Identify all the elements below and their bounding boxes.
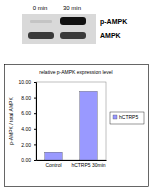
y-tick: 0.00 (21, 157, 36, 163)
annotation: AMPK (100, 32, 121, 39)
annotation: p-AMPK (100, 18, 127, 26)
bars (45, 91, 98, 160)
y-axis-title: p-AMPK / total AMPK (8, 97, 14, 145)
bar (80, 91, 98, 160)
y-tick: 4.00 (21, 126, 36, 132)
legend-label: hCTRP5 (119, 114, 138, 120)
plot-frame (36, 82, 106, 160)
y-tick-mark (34, 160, 36, 161)
blot-band (60, 32, 86, 39)
blot-band (30, 20, 52, 23)
chart-title: relative p-AMPK expression level (39, 69, 112, 75)
blot-background (22, 14, 96, 44)
y-tick: 8.00 (21, 95, 36, 101)
legend: hCTRP5 (110, 112, 144, 124)
y-tick-label: 8.00 (21, 95, 31, 101)
x-tick-label: Control (45, 162, 61, 168)
y-axis: 0.00 2.00 4.00 6.00 8.00 10.00 (18, 79, 36, 163)
annotation: 30 min (63, 5, 81, 11)
figure: 0 min 30 min p-AMPK AMPK relative p-AMPK exp… (0, 0, 152, 190)
y-tick: 6.00 (21, 110, 36, 116)
y-tick-label: 4.00 (21, 126, 31, 132)
chart-frame (5, 65, 149, 187)
y-tick: 10.00 (18, 79, 36, 85)
y-tick-label: 0.00 (21, 157, 31, 163)
bar (45, 152, 63, 160)
y-tick-label: 10.00 (18, 79, 31, 85)
y-tick-mark (34, 82, 36, 83)
y-tick-mark (34, 129, 36, 130)
blot-band (28, 32, 54, 39)
y-tick: 2.00 (21, 142, 36, 148)
y-tick-label: 2.00 (21, 142, 31, 148)
annotation: 0 min (33, 5, 48, 11)
y-tick-label: 6.00 (21, 110, 31, 116)
legend-box (110, 112, 144, 124)
x-tick: hCTRP5 30min (71, 160, 105, 168)
x-tick-label: hCTRP5 30min (71, 162, 105, 168)
y-axis-line (34, 83, 37, 161)
x-axis: Control hCTRP5 30min (37, 160, 107, 168)
blot-panel (22, 14, 96, 44)
legend-swatch (113, 115, 117, 119)
blot-band (60, 17, 86, 25)
y-tick-mark (34, 98, 36, 99)
y-tick-mark (34, 144, 36, 145)
x-tick: Control (45, 160, 61, 168)
y-tick-mark (34, 113, 36, 114)
